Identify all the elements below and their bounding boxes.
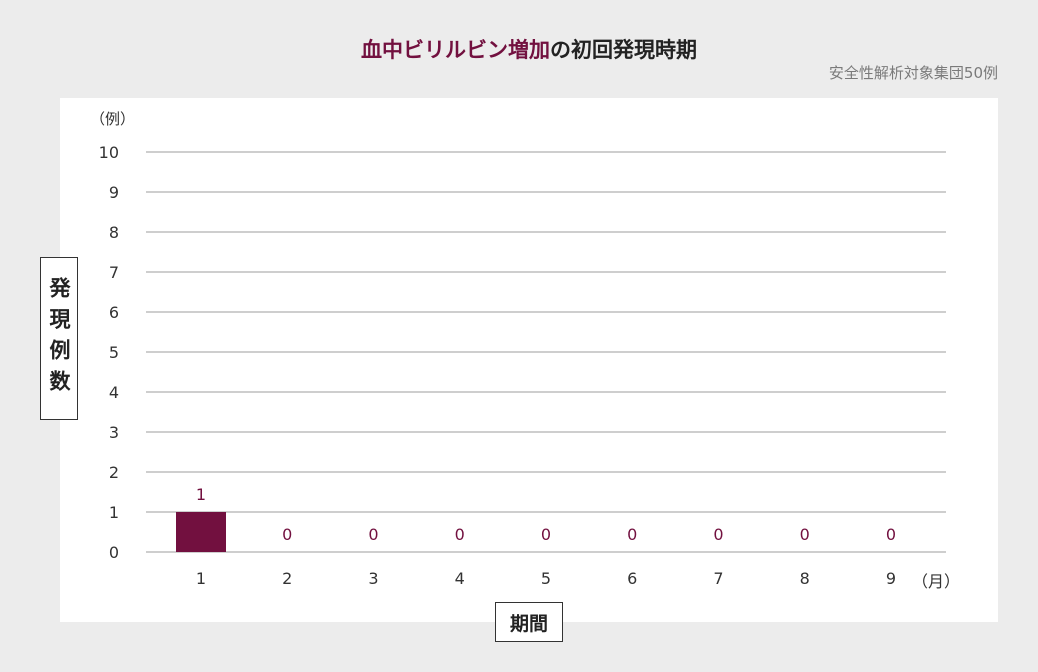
value-label: 0 [368,525,378,544]
y-tick-label: 5 [109,343,119,362]
x-tick-label: 2 [282,569,292,588]
value-label: 0 [541,525,551,544]
chart-title: 血中ビリルビン増加の初回発現時期 [0,34,1038,64]
y-tick-label: 4 [109,383,119,402]
y-tick-label: 6 [109,303,119,322]
value-label: 0 [886,525,896,544]
y-tick-label: 1 [109,503,119,522]
gridlines [146,151,946,553]
value-label: 0 [627,525,637,544]
value-label: 0 [282,525,292,544]
y-tick-label: 7 [109,263,119,282]
value-label: 1 [196,485,206,504]
value-label: 0 [455,525,465,544]
y-tick-label: 2 [109,463,119,482]
x-tick-label: 1 [196,569,206,588]
x-tick-label: 3 [368,569,378,588]
x-tick-labels: 1 2 3 4 5 6 7 8 9 [196,569,896,588]
chart-title-accent: 血中ビリルビン増加 [361,38,550,62]
x-tick-label: 8 [800,569,810,588]
y-tick-label: 8 [109,223,119,242]
bars [176,512,226,552]
y-tick-labels: 0 1 2 3 4 5 6 7 8 9 10 [99,143,119,562]
y-tick-label: 3 [109,423,119,442]
y-axis-unit: （例） [90,110,136,128]
x-axis-unit: （月） [912,572,961,591]
x-axis-title: 期間 [495,602,563,642]
value-labels: 1 0 0 0 0 0 0 0 0 [196,485,896,544]
chart-subtitle: 安全性解析対象集団50例 [828,64,998,82]
x-tick-label: 5 [541,569,551,588]
y-tick-label: 9 [109,183,119,202]
x-tick-label: 9 [886,569,896,588]
value-label: 0 [713,525,723,544]
x-tick-label: 7 [713,569,723,588]
chart-title-rest: の初回発現時期 [550,38,697,62]
y-tick-label: 0 [109,543,119,562]
y-axis-title: 発現例数 [40,257,78,420]
x-tick-label: 4 [455,569,465,588]
x-tick-label: 6 [627,569,637,588]
y-tick-label: 10 [99,143,119,162]
bar [176,512,226,552]
value-label: 0 [800,525,810,544]
